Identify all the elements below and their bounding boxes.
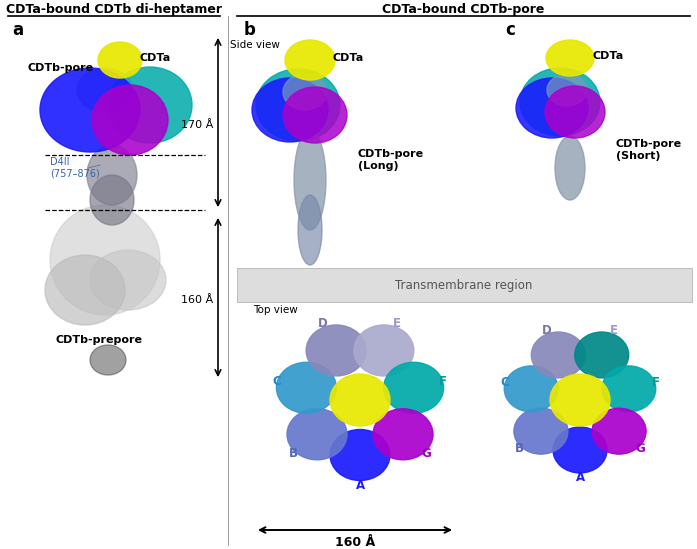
- Text: C: C: [273, 374, 282, 388]
- Ellipse shape: [306, 325, 366, 376]
- Text: D: D: [542, 324, 551, 337]
- Text: E: E: [393, 317, 401, 330]
- Ellipse shape: [592, 408, 646, 454]
- Ellipse shape: [516, 78, 588, 138]
- Text: E: E: [610, 324, 618, 337]
- Text: D: D: [318, 317, 328, 330]
- Ellipse shape: [330, 374, 390, 426]
- Ellipse shape: [277, 362, 337, 413]
- Text: 160 Å: 160 Å: [335, 536, 375, 549]
- Ellipse shape: [546, 40, 594, 76]
- Ellipse shape: [108, 67, 192, 143]
- Ellipse shape: [531, 332, 585, 378]
- Text: CDTa: CDTa: [332, 53, 364, 63]
- Text: CDTa: CDTa: [592, 51, 624, 61]
- Ellipse shape: [92, 85, 168, 155]
- Ellipse shape: [90, 250, 166, 310]
- Ellipse shape: [298, 195, 322, 265]
- Text: A: A: [355, 479, 365, 492]
- Ellipse shape: [575, 332, 629, 378]
- Text: 160 Å: 160 Å: [181, 295, 213, 305]
- Text: Transmembrane region: Transmembrane region: [395, 278, 533, 292]
- Text: CDTa-bound CDTb di-heptamer: CDTa-bound CDTb di-heptamer: [6, 3, 222, 16]
- Ellipse shape: [77, 68, 133, 112]
- Ellipse shape: [550, 374, 610, 426]
- Ellipse shape: [383, 362, 443, 413]
- Ellipse shape: [252, 78, 328, 142]
- Ellipse shape: [330, 429, 390, 480]
- Ellipse shape: [545, 86, 605, 138]
- Text: B: B: [289, 447, 298, 460]
- Ellipse shape: [87, 145, 137, 205]
- Text: F: F: [439, 374, 447, 388]
- Text: CDTa: CDTa: [139, 53, 171, 63]
- Text: F: F: [652, 376, 659, 389]
- Text: G: G: [636, 442, 645, 455]
- Ellipse shape: [354, 325, 414, 376]
- Ellipse shape: [555, 136, 585, 200]
- Text: Side view: Side view: [230, 40, 280, 50]
- Ellipse shape: [256, 69, 340, 141]
- Ellipse shape: [90, 175, 134, 225]
- Ellipse shape: [547, 74, 587, 106]
- Text: CDTa-bound CDTb-pore: CDTa-bound CDTb-pore: [382, 3, 544, 16]
- Text: Top view: Top view: [253, 305, 298, 315]
- Ellipse shape: [294, 130, 326, 230]
- Text: B: B: [515, 442, 524, 455]
- Ellipse shape: [602, 366, 656, 412]
- Text: b: b: [244, 21, 256, 39]
- Ellipse shape: [283, 87, 347, 143]
- Text: G: G: [422, 447, 431, 460]
- Text: a: a: [13, 21, 24, 39]
- Ellipse shape: [504, 366, 558, 412]
- Ellipse shape: [285, 40, 335, 80]
- Ellipse shape: [514, 408, 568, 454]
- Ellipse shape: [553, 427, 607, 473]
- Text: c: c: [505, 21, 515, 39]
- Ellipse shape: [287, 409, 347, 460]
- Text: CDTb-prepore: CDTb-prepore: [55, 335, 142, 345]
- Text: CDTb-pore
(Long): CDTb-pore (Long): [358, 149, 424, 171]
- Ellipse shape: [373, 409, 433, 460]
- Text: C: C: [500, 376, 509, 389]
- Ellipse shape: [45, 255, 125, 325]
- Text: CDTb-pore: CDTb-pore: [28, 63, 94, 73]
- Text: 170 Å: 170 Å: [181, 120, 213, 130]
- Ellipse shape: [520, 68, 600, 136]
- Text: D4II
(757–876): D4II (757–876): [50, 157, 100, 179]
- Bar: [237, 268, 692, 302]
- Ellipse shape: [50, 205, 160, 315]
- Text: CDTb-pore
(Short): CDTb-pore (Short): [616, 139, 682, 161]
- Ellipse shape: [98, 42, 142, 78]
- Ellipse shape: [283, 74, 327, 110]
- Ellipse shape: [90, 345, 126, 375]
- Ellipse shape: [40, 68, 140, 152]
- Text: A: A: [576, 471, 585, 484]
